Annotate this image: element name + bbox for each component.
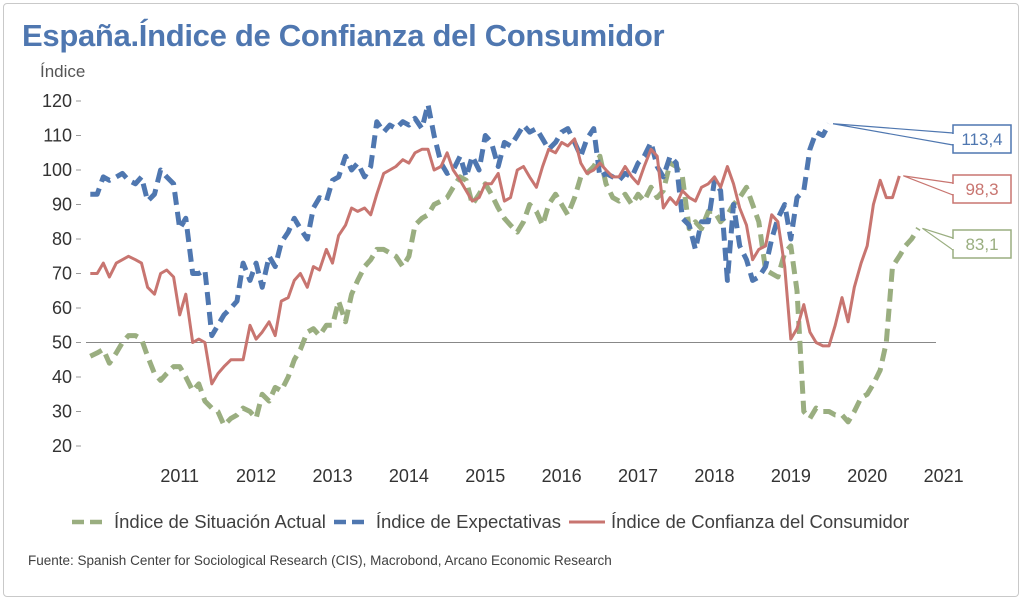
callout-value-expectativas: 113,4 bbox=[961, 130, 1002, 149]
source-note: Fuente: Spanish Center for Sociological … bbox=[28, 553, 612, 568]
y-tick-label: 80 bbox=[52, 229, 72, 249]
x-tick-label: 2021 bbox=[924, 466, 964, 486]
y-tick-label: 110 bbox=[43, 126, 72, 146]
series-line-situacion bbox=[89, 153, 921, 428]
series-line-confianza bbox=[90, 137, 901, 386]
legend-swatch-expectativas bbox=[333, 519, 370, 525]
chart-frame bbox=[3, 3, 1019, 597]
y-tick-label: 60 bbox=[52, 298, 72, 318]
x-tick-label: 2016 bbox=[542, 466, 582, 486]
y-tick-label: 50 bbox=[52, 333, 72, 353]
legend-label-expectativas: Índice de Expectativas bbox=[375, 511, 561, 532]
y-axis-label: Índice bbox=[40, 62, 86, 81]
legend-item-situacion: Índice de Situación Actual bbox=[70, 511, 326, 533]
x-tick-label: 2014 bbox=[389, 466, 429, 486]
x-tick-label: 2019 bbox=[771, 466, 811, 486]
legend-swatch-situacion bbox=[72, 519, 108, 525]
y-tick-label: 120 bbox=[42, 91, 72, 111]
callout-value-situacion: 83,1 bbox=[965, 235, 998, 254]
legend-label-situacion: Índice de Situación Actual bbox=[114, 511, 326, 532]
series-line-expectativas bbox=[90, 101, 832, 339]
y-tick-label: 90 bbox=[52, 195, 72, 215]
y-tick-label: 20 bbox=[52, 436, 72, 456]
callout-pointer-situacion bbox=[922, 227, 954, 252]
chart-legend: Índice de Situación Actual Índice de Exp… bbox=[70, 507, 950, 537]
y-tick-label: 70 bbox=[52, 264, 72, 284]
y-tick-label: 40 bbox=[52, 367, 72, 387]
callout-pointer-expectativas bbox=[832, 123, 954, 146]
x-tick-label: 2020 bbox=[847, 466, 887, 486]
legend-label-confianza: Índice de Confianza del Consumidor bbox=[610, 511, 910, 532]
callout-box-expectativas bbox=[952, 124, 1012, 154]
callout-joint-expectativas bbox=[952, 134, 955, 144]
x-tick-label: 2015 bbox=[465, 466, 505, 486]
callout-joint-situacion bbox=[952, 239, 955, 249]
x-tick-label: 2017 bbox=[618, 466, 658, 486]
legend-item-expectativas: Índice de Expectativas bbox=[332, 511, 561, 533]
chart-title: España.Índice de Confianza del Consumido… bbox=[22, 18, 665, 53]
x-tick-label: 2012 bbox=[236, 466, 276, 486]
callout-joint-confianza bbox=[952, 184, 955, 194]
y-tick-label: 100 bbox=[42, 160, 72, 180]
callout-value-confianza: 98,3 bbox=[965, 180, 998, 199]
x-tick-label: 2013 bbox=[312, 466, 352, 486]
x-tick-label: 2018 bbox=[694, 466, 734, 486]
legend-swatch-confianza bbox=[568, 520, 605, 524]
x-tick-label: 2011 bbox=[160, 466, 199, 486]
legend-item-confianza: Índice de Confianza del Consumidor bbox=[567, 511, 909, 533]
y-tick-label: 30 bbox=[52, 402, 72, 422]
callout-box-situacion bbox=[952, 229, 1012, 259]
callout-pointer-confianza bbox=[903, 175, 954, 196]
